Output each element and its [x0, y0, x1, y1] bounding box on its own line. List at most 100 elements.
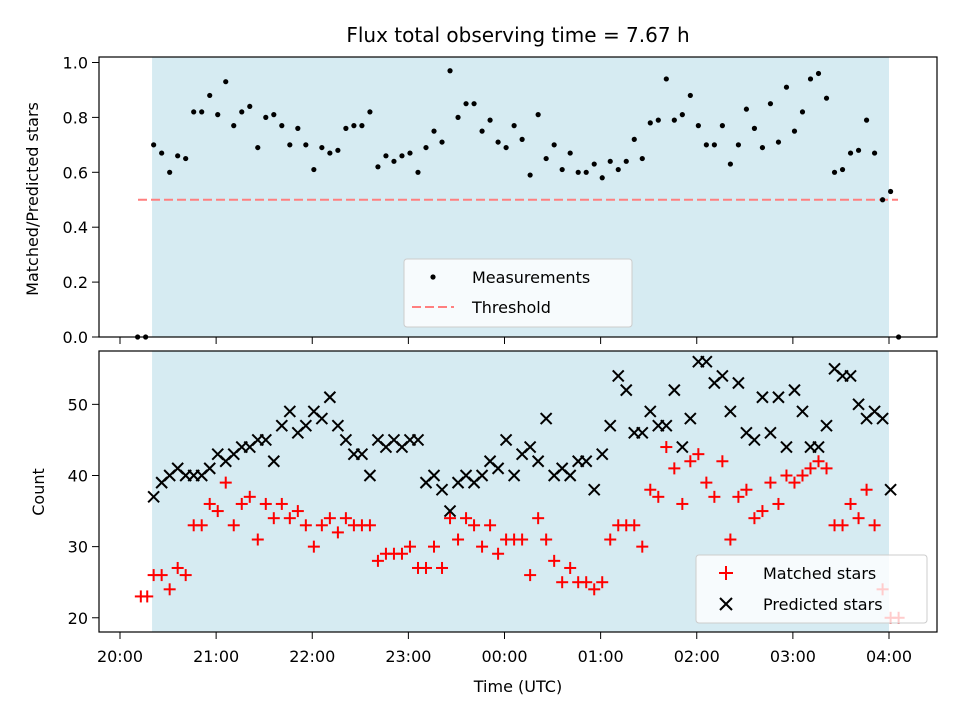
bottom-x-tick-label: 00:00: [481, 647, 527, 666]
matched-star-point: [141, 590, 154, 603]
matched-star-point: [676, 497, 689, 510]
measurement-point: [575, 169, 581, 175]
predicted-star-point: [323, 391, 337, 404]
bottom-x-tick-label: 21:00: [193, 647, 239, 666]
measurement-point: [511, 123, 517, 129]
predicted-star-point: [748, 433, 761, 447]
bottom-y-tick-label: 50: [68, 395, 88, 414]
matched-star-point: [403, 540, 416, 553]
measurement-point: [847, 150, 854, 156]
measurement-point: [567, 150, 573, 156]
matched-star-point: [580, 576, 593, 589]
predicted-star-point: [700, 355, 713, 368]
matched-star-point: [660, 441, 673, 454]
top-y-tick-label: 0.6: [63, 163, 88, 182]
measurement-point: [647, 120, 653, 126]
matched-star-point: [740, 483, 753, 496]
predicted-star-point: [363, 469, 377, 482]
top-legend: Measurements Threshold: [403, 258, 633, 328]
top-panel: 0.0 0.2 0.4 0.6 0.8 1.0 Matched/Predicted sta…: [23, 53, 938, 347]
bottom-y-tick-label: 40: [68, 466, 88, 485]
matched-star-point: [716, 455, 729, 468]
bottom-x-tick-label: 23:00: [385, 647, 431, 666]
predicted-star-point: [475, 469, 489, 482]
matched-star-point: [692, 448, 705, 461]
top-y-tick-label: 1.0: [63, 53, 88, 72]
bottom-x-tick-label: 04:00: [866, 647, 912, 666]
measurement-point: [343, 125, 349, 131]
predicted-star-point: [612, 369, 625, 383]
matched-star-point: [788, 476, 801, 489]
matched-star-point: [419, 561, 432, 574]
predicted-star-point: [283, 405, 297, 418]
bottom-x-tick-label: 01:00: [578, 647, 624, 666]
measurement-point: [151, 142, 157, 148]
measurement-point: [615, 166, 621, 173]
matched-star-point: [804, 462, 817, 475]
predicted-star-point: [299, 419, 313, 432]
measurement-point: [175, 153, 181, 159]
matched-star-point: [588, 583, 601, 596]
predicted-star-point: [596, 447, 609, 461]
bottom-legend: Matched stars Predicted stars: [695, 554, 928, 624]
matched-star-point: [291, 505, 304, 518]
matched-star-point: [708, 490, 721, 503]
predicted-star-point: [339, 433, 353, 447]
matched-star-point: [323, 512, 336, 525]
measurement-point: [695, 123, 701, 129]
bottom-y-axis-label: Count: [29, 468, 48, 516]
measurement-point: [167, 169, 173, 175]
predicted-star-point: [275, 419, 289, 432]
matched-star-point: [299, 519, 312, 532]
predicted-star-point: [796, 405, 809, 418]
x-axis-label: Time (UTC): [473, 677, 562, 696]
matched-star-point: [307, 540, 320, 553]
legend-matched-marker: [719, 566, 733, 580]
matched-star-point: [684, 455, 697, 468]
measurement-point: [815, 70, 822, 77]
measurement-point: [439, 139, 445, 145]
matched-star-point: [155, 569, 168, 582]
predicted-star-point: [147, 490, 160, 504]
measurement-point: [623, 158, 629, 164]
matched-star-point: [516, 533, 529, 546]
measurement-point: [487, 117, 493, 123]
legend-matched-label: Matched stars: [763, 564, 876, 583]
matched-star-point: [764, 476, 777, 489]
predicted-star-points: [147, 355, 897, 518]
measurement-point: [775, 139, 782, 145]
predicted-star-point: [812, 440, 825, 454]
measurement-point: [751, 125, 758, 131]
matched-star-point: [444, 512, 457, 525]
measurement-point: [447, 68, 453, 74]
predicted-star-point: [876, 412, 889, 425]
predicted-star-point: [636, 426, 649, 440]
predicted-star-point: [355, 447, 369, 461]
measurement-point: [255, 144, 261, 151]
measurement-point: [223, 79, 229, 85]
measurement-point: [279, 123, 285, 129]
matched-star-point: [668, 462, 681, 475]
matched-star-point: [267, 512, 280, 525]
matched-star-point: [836, 519, 849, 532]
measurement-point: [431, 128, 437, 134]
predicted-star-point: [435, 483, 449, 496]
measurement-point: [399, 153, 405, 159]
matched-star-point: [868, 519, 881, 532]
measurement-point: [199, 109, 205, 115]
matched-star-point: [452, 533, 465, 546]
predicted-star-point: [644, 405, 657, 418]
measurement-point: [711, 142, 717, 148]
measurement-point: [287, 142, 293, 148]
predicted-star-point: [668, 383, 681, 397]
predicted-star-point: [884, 483, 897, 496]
bottom-legend-box: [695, 554, 928, 624]
measurement-point: [359, 123, 365, 129]
measurement-points: [135, 68, 902, 340]
measurement-point: [327, 150, 333, 156]
matched-star-point: [283, 512, 296, 525]
predicted-star-point: [772, 391, 785, 404]
measurement-point: [551, 142, 557, 148]
measurement-point: [159, 150, 165, 156]
bottom-x-ticks: 20:00 21:00 22:00 23:00 00:00 01:00 02:00 03:00…: [97, 632, 912, 666]
